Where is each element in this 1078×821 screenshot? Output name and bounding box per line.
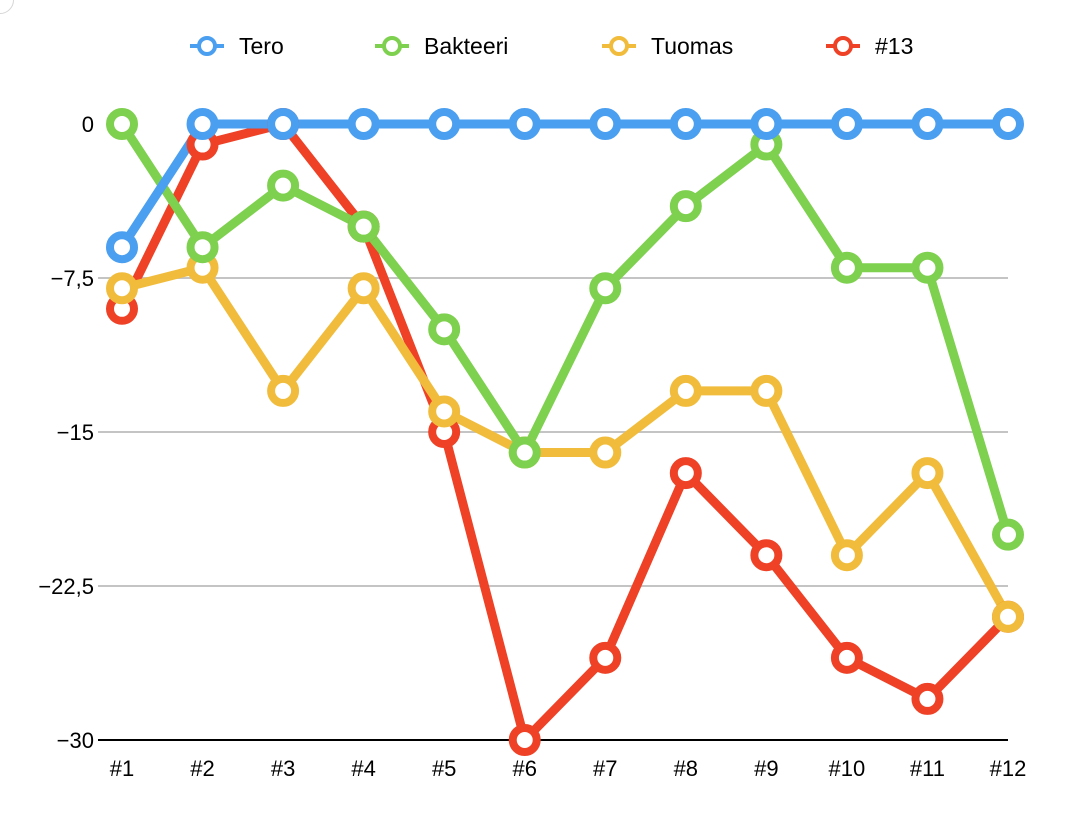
x-axis: #1 #2 #3 #4 #5 #6 #7 #8 #9 #10 #11 #12	[110, 756, 1027, 781]
data-point-13	[750, 539, 783, 572]
series-line-tuomas	[117, 263, 1013, 622]
data-point-tero	[347, 108, 380, 140]
data-point-bakteeri	[428, 313, 461, 346]
data-point-13	[830, 641, 863, 674]
data-point-bakteeri	[347, 210, 380, 243]
data-point-tero	[186, 108, 219, 140]
data-point-tero	[750, 108, 783, 140]
data-point-tero	[428, 108, 461, 140]
legend-label: Bakteeri	[424, 33, 508, 59]
legend-item-bakteeri: Bakteeri	[375, 33, 508, 59]
data-point-tero	[830, 108, 863, 140]
data-point-tuomas	[428, 395, 461, 428]
x-tick-label: #6	[512, 756, 536, 781]
legend-marker	[197, 36, 217, 56]
y-tick-label: 0	[82, 112, 94, 137]
legend-marker	[833, 36, 853, 56]
y-axis: 0 −7,5 −15 −22,5 −30	[38, 112, 94, 753]
data-point-bakteeri	[911, 251, 944, 284]
legend-item-tero: Tero	[190, 33, 284, 59]
data-point-tuomas	[669, 374, 702, 407]
data-point-tero	[508, 108, 541, 140]
y-tick-label: −15	[57, 420, 94, 445]
series-line-bakteeri	[117, 119, 1013, 540]
data-point-tero	[669, 108, 702, 140]
x-tick-label: #5	[432, 756, 456, 781]
data-point-bakteeri	[589, 272, 622, 305]
legend-marker	[382, 36, 402, 56]
legend-item-tuomas: Tuomas	[602, 33, 733, 59]
x-tick-label: #8	[674, 756, 698, 781]
data-point-bakteeri	[186, 231, 219, 264]
data-point-tuomas	[589, 436, 622, 469]
data-point-tero	[992, 108, 1024, 140]
legend-label: Tero	[239, 33, 284, 59]
series-points	[106, 108, 1024, 756]
data-point-tuomas	[750, 374, 783, 407]
x-tick-label: #12	[990, 756, 1027, 781]
data-point-tero	[106, 231, 138, 264]
data-point-tuomas	[267, 374, 300, 407]
data-point-bakteeri	[992, 518, 1024, 551]
x-tick-label: #3	[271, 756, 295, 781]
x-tick-label: #2	[190, 756, 214, 781]
data-point-tuomas	[992, 600, 1024, 633]
x-tick-label: #1	[110, 756, 134, 781]
data-point-bakteeri	[830, 251, 863, 284]
y-tick-label: −30	[57, 728, 94, 753]
data-point-bakteeri	[669, 190, 702, 223]
x-tick-label: #4	[351, 756, 375, 781]
legend-label: Tuomas	[651, 33, 733, 59]
data-point-tuomas	[106, 272, 138, 305]
data-point-tero	[589, 108, 622, 140]
data-point-bakteeri	[106, 108, 138, 140]
data-point-13	[589, 641, 622, 674]
data-point-13	[508, 724, 541, 756]
legend-label: #13	[875, 33, 913, 59]
series-line-tero	[117, 119, 1013, 252]
x-tick-label: #7	[593, 756, 617, 781]
data-point-13	[669, 457, 702, 490]
data-point-tero	[911, 108, 944, 140]
data-point-bakteeri	[508, 436, 541, 469]
y-tick-label: −22,5	[38, 574, 94, 599]
y-tick-label: −7,5	[51, 266, 94, 291]
data-point-tuomas	[347, 272, 380, 305]
data-point-tuomas	[830, 539, 863, 572]
data-point-tuomas	[911, 457, 944, 490]
x-tick-label: #11	[910, 756, 945, 781]
legend: Tero Bakteeri Tuomas #13	[190, 33, 913, 59]
data-point-tero	[267, 108, 300, 140]
legend-item-13: #13	[826, 33, 913, 59]
data-point-bakteeri	[267, 169, 300, 202]
data-point-13	[911, 682, 944, 715]
x-tick-label: #9	[754, 756, 778, 781]
legend-marker	[609, 36, 629, 56]
x-tick-label: #10	[829, 756, 866, 781]
